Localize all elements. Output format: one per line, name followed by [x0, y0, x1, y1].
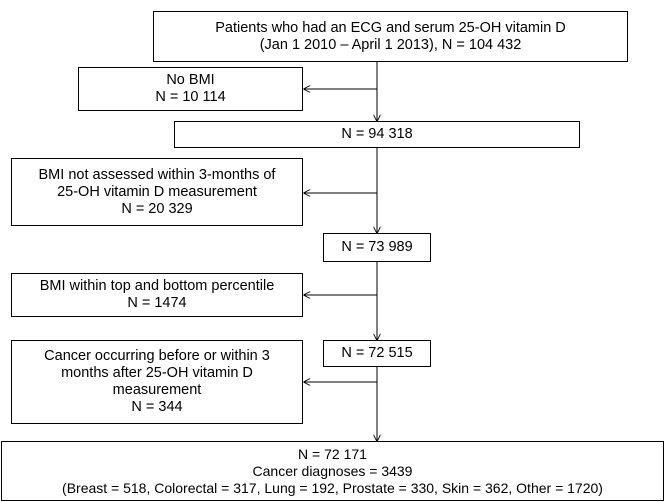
start-line-1: Patients who had an ECG and serum 25-OH … — [215, 19, 566, 36]
exclusion-box-2: BMI not assessed within 3-months of 25-O… — [11, 158, 303, 226]
start-box: Patients who had an ECG and serum 25-OH … — [153, 11, 628, 62]
start-line-2: (Jan 1 2010 – April 1 2013), N = 104 432 — [259, 36, 522, 53]
step-box-1: N = 94 318 — [174, 121, 580, 148]
exclusion-3-line-2: N = 1474 — [127, 295, 187, 311]
step-box-2: N = 73 989 — [323, 233, 431, 262]
exclusion-3-line-1: BMI within top and bottom percentile — [39, 278, 275, 294]
exclusion-2-line-3: N = 20 329 — [121, 200, 193, 217]
exclusion-4-line-1: Cancer occurring before or within 3 — [44, 348, 270, 364]
exclusion-1-line-2: N = 10 114 — [155, 89, 226, 105]
step-box-3: N = 72 515 — [323, 340, 431, 367]
exclusion-4-line-3: measurement — [112, 382, 202, 398]
step-1-line-1: N = 94 318 — [341, 126, 413, 142]
final-line-2: Cancer diagnoses = 3439 — [252, 462, 413, 479]
step-3-line-1: N = 72 515 — [341, 345, 413, 361]
exclusion-2-line-2: 25-OH vitamin D measurement — [57, 183, 257, 200]
exclusion-2-line-1: BMI not assessed within 3-months of — [38, 166, 276, 183]
final-line-1: N = 72 171 — [298, 445, 367, 462]
exclusion-box-1: No BMI N = 10 114 — [78, 67, 303, 111]
exclusion-box-4: Cancer occurring before or within 3 mont… — [11, 340, 303, 424]
exclusion-4-line-4: N = 344 — [131, 399, 183, 415]
exclusion-4-line-2: months after 25-OH vitamin D — [61, 365, 253, 381]
step-2-line-1: N = 73 989 — [341, 239, 413, 255]
exclusion-box-3: BMI within top and bottom percentile N =… — [11, 273, 303, 317]
exclusion-1-line-1: No BMI — [166, 72, 215, 88]
final-box: N = 72 171 Cancer diagnoses = 3439 (Brea… — [1, 441, 664, 501]
final-line-3: (Breast = 518, Colorectal = 317, Lung = … — [62, 479, 603, 496]
